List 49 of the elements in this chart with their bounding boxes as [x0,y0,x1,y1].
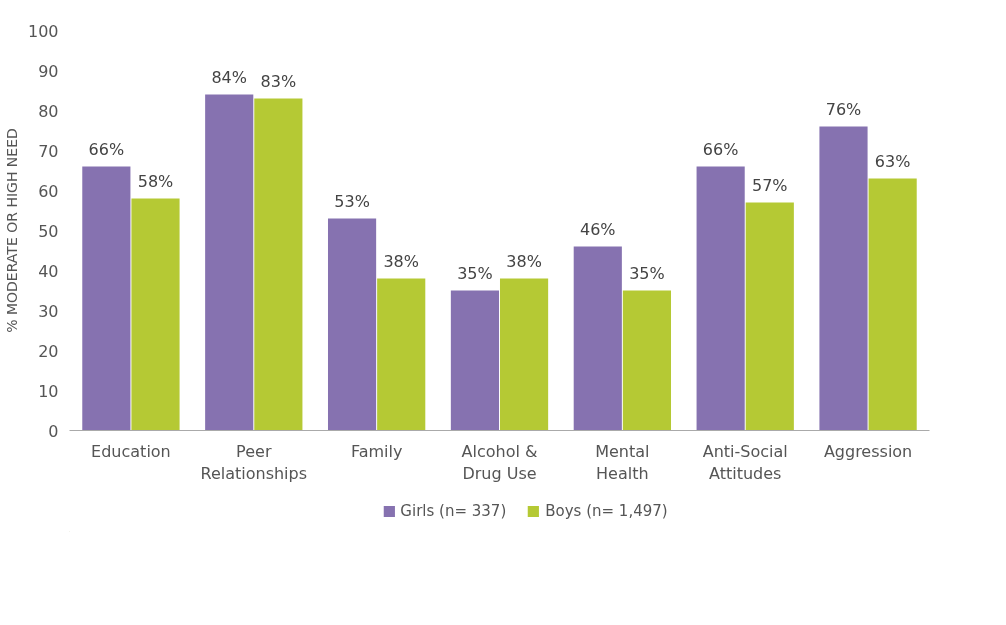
bar [327,218,377,431]
x-tick-label: Aggression [823,441,913,461]
bar [499,278,549,431]
data-label: 53% [334,191,370,211]
y-tick-label: 70 [38,141,59,161]
y-tick-label: 40 [38,261,59,281]
bar [745,202,794,431]
y-tick-label: 90 [38,61,59,81]
data-label: 38% [506,251,542,271]
x-tick-label: Anti-Social Attitudes [702,441,788,484]
bar [868,178,917,431]
y-tick-label: 30 [38,301,59,321]
y-axis-title: % MODERATE OR HIGH NEED [3,128,20,333]
y-tick-label: 50 [38,221,59,241]
data-label: 76% [825,99,862,119]
x-tick-label: Family [350,441,403,461]
x-tick-label: Mental Health [595,441,650,484]
data-label: 83% [260,71,297,91]
y-tick-label: 100 [27,21,59,41]
x-tick-label: Peer Relationships [200,441,308,484]
x-tick-label: Alcohol & Drug Use [461,441,538,484]
data-label: 46% [580,219,616,239]
bar [377,278,426,431]
bar [696,166,745,431]
data-label: 63% [874,151,911,171]
data-label: 38% [383,251,419,271]
y-tick-label: 80 [38,101,59,121]
bar [205,94,254,431]
data-label: 57% [752,175,788,195]
bar [573,246,622,431]
data-label: 84% [211,67,247,87]
bar [622,290,672,431]
data-label: 35% [629,263,665,283]
y-tick-label: 10 [38,381,59,401]
bar [450,290,500,431]
data-label: 66% [88,139,125,159]
data-label: 66% [702,139,739,159]
bar [819,126,868,431]
legend-label: Girls (n= 337) [400,502,507,520]
bar [82,166,131,431]
data-label: 35% [457,263,493,283]
bar [254,98,303,431]
x-tick-label: Education [91,441,171,461]
bar [131,198,180,431]
y-tick-label: 20 [38,341,59,361]
data-label: 58% [137,171,174,191]
y-tick-label: 0 [48,421,59,441]
y-tick-label: 60 [38,181,59,201]
legend-label: Boys (n= 1,497) [545,502,668,520]
